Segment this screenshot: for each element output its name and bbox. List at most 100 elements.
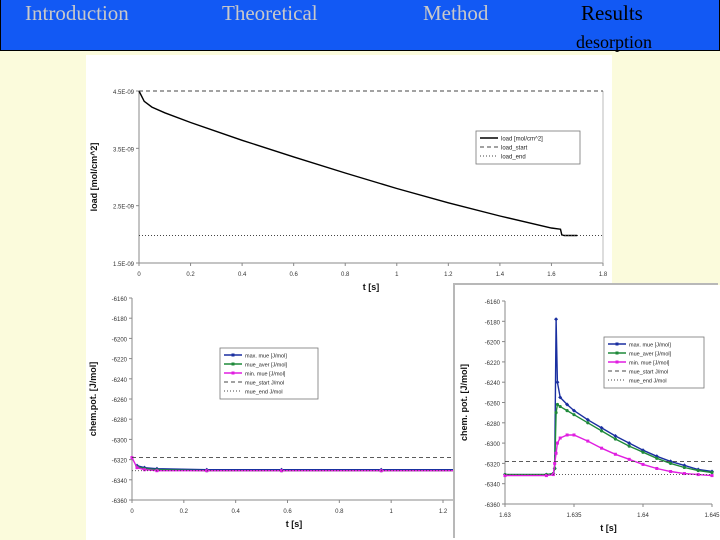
x-tick-label: 1.2 xyxy=(439,509,448,515)
data-point xyxy=(558,395,563,400)
x-tick-label: 0.2 xyxy=(180,509,189,515)
legend-box xyxy=(475,130,581,165)
data-point xyxy=(655,456,659,460)
y-tick-label: -6240 xyxy=(485,381,501,387)
legend-marker xyxy=(615,342,619,346)
chem-pot-chart: 0 0.2 0.4 0.6 0.8 1 1.2 -6160 -6180 -6200 -6220 -62… xyxy=(86,292,458,540)
data-point xyxy=(710,474,714,478)
chem-pot-zoom-chart: 1.63 1.635 1.64 1.645 -6160 -6180 -6200 -6220 -6… xyxy=(455,285,720,540)
data-point xyxy=(558,404,562,409)
x-tick-label: 0.4 xyxy=(238,272,247,278)
y-tick-label: 4.5E-09 xyxy=(113,90,135,96)
data-point xyxy=(503,474,507,478)
legend-label: mue_start J/mol xyxy=(629,370,668,376)
legend-label: load_end xyxy=(501,155,526,161)
x-tick-label: 0 xyxy=(137,272,141,278)
x-tick-label: 0.4 xyxy=(231,509,240,515)
y-tick-label: -6320 xyxy=(485,462,501,468)
y-tick-label: -6280 xyxy=(485,422,501,428)
x-tick-label: 1.2 xyxy=(444,272,453,278)
y-tick-label: -6260 xyxy=(112,398,128,404)
data-point xyxy=(586,439,590,443)
data-point xyxy=(600,429,604,433)
data-point xyxy=(205,469,209,473)
legend-label: mue_aver [J/mol] xyxy=(245,363,288,369)
data-point xyxy=(627,441,632,446)
nav-tab-introduction[interactable]: Introduction xyxy=(25,1,129,25)
load-chart-svg: 0 0.2 0.4 0.6 0.8 1 1.2 1.4 1.6 1.8 4.5E-09 3.5E-09… xyxy=(89,90,608,292)
data-point xyxy=(553,461,557,465)
data-point xyxy=(682,465,686,470)
data-point xyxy=(554,411,558,415)
data-point xyxy=(627,457,631,461)
x-tick-label: 1.64 xyxy=(637,513,649,519)
data-point xyxy=(555,380,560,385)
y-tick-label: -6180 xyxy=(112,317,128,323)
y-axis-label: chem.pot. [J/mol] xyxy=(88,362,98,437)
data-point xyxy=(682,472,686,476)
series-line-max-mue-j-mol- xyxy=(136,465,456,471)
load-chart: 0 0.2 0.4 0.6 0.8 1 1.2 1.4 1.6 1.8 4.5E-09 3.5E-09… xyxy=(86,55,612,297)
y-axis-label: load [mol/cm^2] xyxy=(89,143,99,212)
data-point xyxy=(554,317,559,322)
data-point xyxy=(142,468,146,472)
data-point xyxy=(669,470,673,474)
x-tick-label: 1.645 xyxy=(704,513,720,519)
y-tick-label: -6360 xyxy=(485,503,501,509)
data-point xyxy=(696,468,700,473)
section-subtitle: desorption xyxy=(576,32,652,52)
chem-pot-zoom-chart-svg: 1.63 1.635 1.64 1.645 -6160 -6180 -6200 -6220 -6… xyxy=(459,300,720,533)
data-point xyxy=(280,469,284,473)
data-point xyxy=(627,444,631,448)
legend-label: min. mue [J/mol] xyxy=(245,372,286,378)
legend-label: mue_start J/mol xyxy=(245,381,284,387)
data-point xyxy=(565,433,569,437)
data-point xyxy=(565,409,569,413)
nav-tab-method[interactable]: Method xyxy=(423,1,489,25)
legend-label: load [mol/cm^2] xyxy=(501,137,543,143)
y-tick-label: -6320 xyxy=(112,459,128,465)
legend-label: max. mue [J/mol] xyxy=(629,343,671,349)
data-point xyxy=(572,408,576,413)
legend-label: min. mue [J/mol] xyxy=(629,361,670,367)
y-tick-label: 1.5E-09 xyxy=(113,262,135,268)
y-tick-label: -6200 xyxy=(112,337,128,343)
nav-tab-theoretical[interactable]: Theoretical xyxy=(222,1,318,25)
data-point xyxy=(599,425,604,430)
data-point xyxy=(600,446,604,450)
x-tick-label: 1.635 xyxy=(566,513,582,519)
top-navigation-bar: Introduction Theoretical Method Results … xyxy=(0,0,720,52)
y-tick-label: -6220 xyxy=(112,358,128,364)
y-tick-label: -6300 xyxy=(485,442,501,448)
data-point xyxy=(613,433,618,438)
data-point xyxy=(135,466,139,470)
x-tick-label: 1.8 xyxy=(599,272,608,278)
data-point xyxy=(555,441,559,445)
nav-tab-results[interactable]: Results xyxy=(581,1,643,25)
data-point xyxy=(586,421,590,425)
x-tick-label: 1 xyxy=(389,509,393,515)
chem-pot-chart-svg: 0 0.2 0.4 0.6 0.8 1 1.2 -6160 -6180 -6200 -6220 -62… xyxy=(88,297,458,529)
x-tick-label: 0.8 xyxy=(341,272,350,278)
y-tick-label: -6360 xyxy=(112,499,128,505)
x-tick-label: 0.8 xyxy=(335,509,344,515)
data-point xyxy=(641,448,645,453)
x-tick-label: 0.2 xyxy=(186,272,195,278)
x-tick-label: 1.4 xyxy=(496,272,505,278)
x-axis-label: t [s] xyxy=(600,523,617,533)
data-point xyxy=(565,402,570,407)
legend-label: max. mue [J/mol] xyxy=(245,354,287,360)
y-tick-label: -6260 xyxy=(485,402,501,408)
data-point xyxy=(554,451,558,455)
x-tick-label: 1 xyxy=(395,272,399,278)
legend-marker xyxy=(231,371,235,375)
legend-marker xyxy=(231,362,235,366)
y-tick-label: -6220 xyxy=(485,361,501,367)
y-tick-label: -6340 xyxy=(485,483,501,489)
data-point xyxy=(572,433,576,437)
data-point xyxy=(544,474,548,478)
y-tick-label: -6240 xyxy=(112,378,128,384)
x-tick-label: 1.6 xyxy=(547,272,556,278)
data-point xyxy=(572,413,576,417)
data-point xyxy=(585,417,590,422)
